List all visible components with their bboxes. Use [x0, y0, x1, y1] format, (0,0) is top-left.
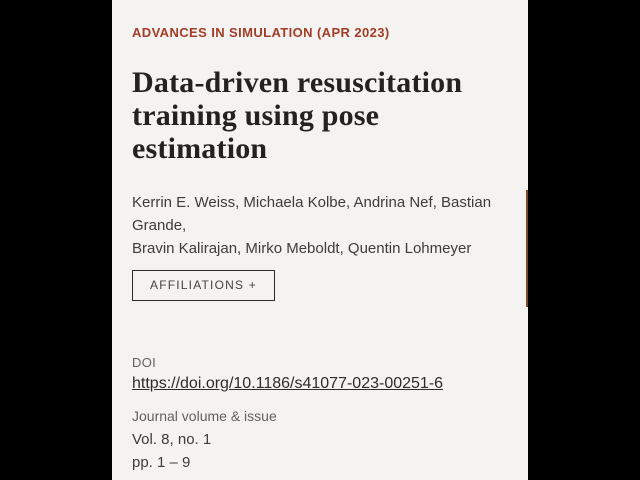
journal-issue-values: Vol. 8, no. 1 pp. 1 – 9 [132, 431, 212, 471]
doi-link[interactable]: https://doi.org/10.1186/s41077-023-00251… [132, 375, 444, 392]
scrollbar-thumb[interactable] [526, 190, 528, 307]
journal-issue-section: Journal volume & issue Vol. 8, no. 1 pp.… [132, 409, 506, 474]
doi-section: DOI https://doi.org/10.1186/s41077-023-0… [132, 356, 506, 393]
affiliations-button[interactable]: AFFILIATIONS + [132, 270, 275, 301]
article-panel: ADVANCES IN SIMULATION (APR 2023) Data-d… [112, 0, 528, 480]
doi-label: DOI [132, 355, 157, 370]
journal-issue-label: Journal volume & issue [132, 408, 277, 424]
journal-eyebrow: ADVANCES IN SIMULATION (APR 2023) [132, 25, 390, 40]
article-title: Data-driven resuscitation training using… [132, 66, 463, 165]
author-list: Kerrin E. Weiss, Michaela Kolbe, Andrina… [132, 194, 492, 257]
